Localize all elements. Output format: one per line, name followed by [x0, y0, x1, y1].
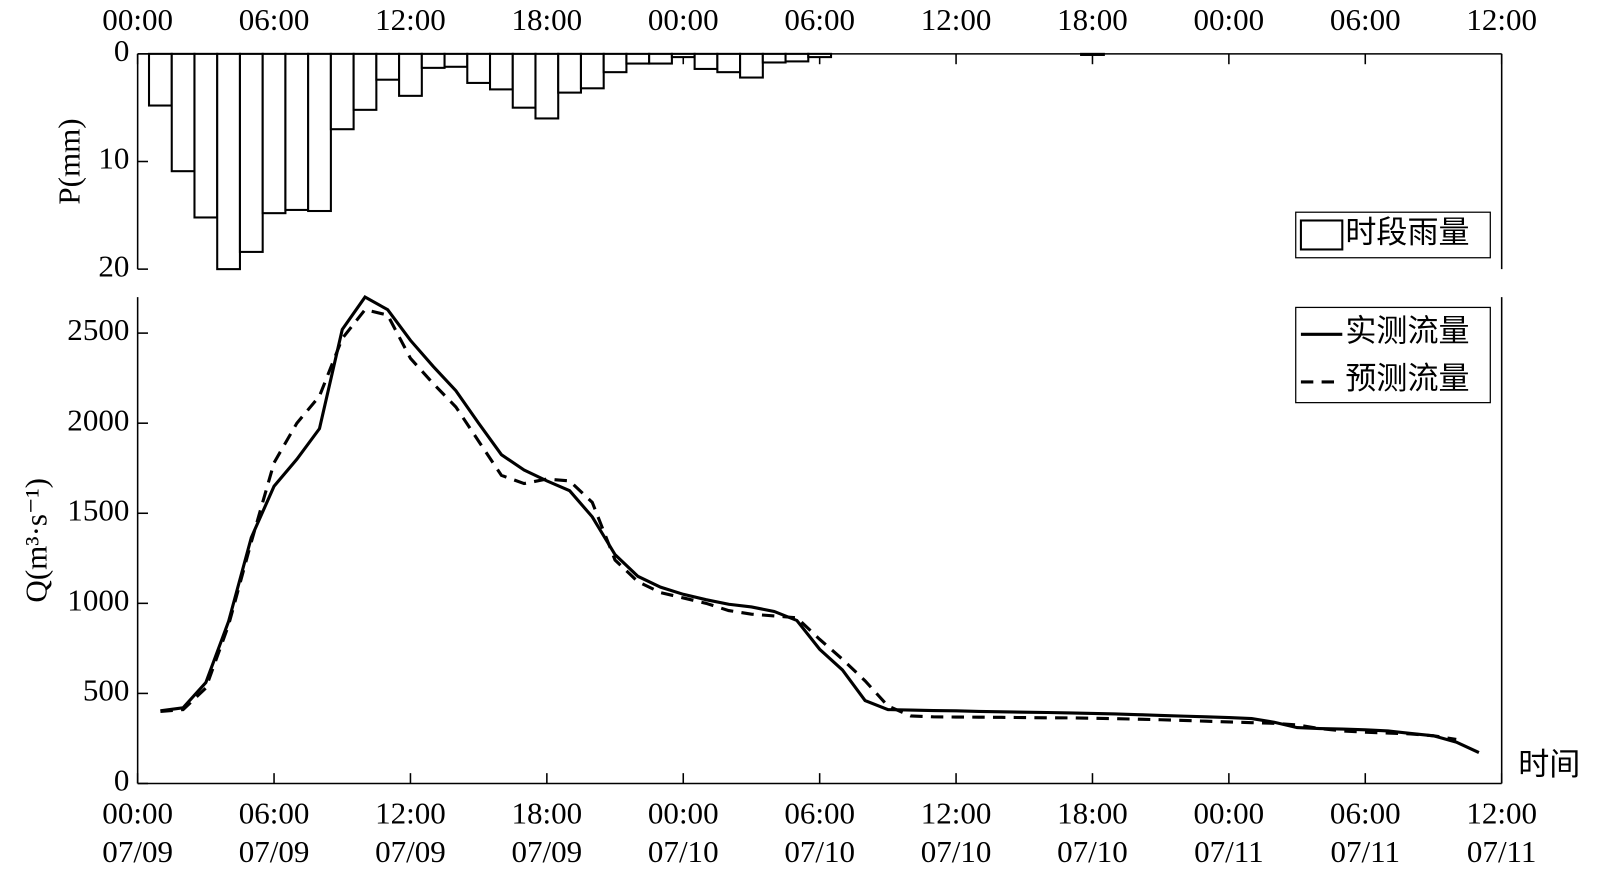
x-tick-date: 07/11 — [1467, 834, 1537, 869]
rain-bar — [716, 52, 742, 74]
x-tick-label: 12:00 — [1466, 796, 1537, 831]
x-tick-label: 12:00 — [921, 796, 992, 831]
rain-bar — [602, 52, 628, 74]
legend-label: 实测流量 — [1345, 313, 1469, 348]
p-axis-label: P(mm) — [52, 118, 87, 204]
rain-bar — [807, 52, 833, 59]
y-tick-label: 0 — [114, 33, 130, 68]
rain-bar — [443, 52, 469, 68]
rain-bar — [1080, 52, 1105, 56]
y-tick-label: 1500 — [67, 492, 129, 527]
rain-bar — [693, 52, 719, 70]
rain-bar — [375, 52, 401, 81]
flow-legend-box — [1295, 306, 1491, 404]
y-tick-label: 500 — [83, 673, 130, 708]
x-tick-label: 00:00 — [102, 2, 173, 37]
rain-bar — [648, 52, 673, 65]
x-tick-label: 06:00 — [784, 2, 855, 37]
flow-line — [160, 307, 1457, 741]
x-tick-date: 07/09 — [239, 834, 310, 869]
y-tick-label: 20 — [98, 248, 129, 283]
x-tick-label: 06:00 — [239, 796, 310, 831]
x-tick-label: 18:00 — [1057, 796, 1128, 831]
rain-bar — [261, 52, 287, 215]
x-tick-label: 06:00 — [1330, 796, 1401, 831]
x-tick-label: 12:00 — [375, 2, 446, 37]
legend-label: 预测流量 — [1345, 361, 1469, 396]
y-tick-label: 1000 — [67, 582, 129, 617]
rain-bar — [147, 52, 173, 107]
x-tick-label: 18:00 — [512, 796, 583, 831]
rain-bar — [216, 52, 241, 271]
rain-bar — [579, 52, 605, 90]
y-tick-label: 10 — [98, 141, 129, 176]
q-axis-label: Q(m³·s⁻¹) — [18, 478, 53, 603]
x-tick-date: 07/10 — [921, 834, 992, 869]
x-tick-label: 00:00 — [102, 796, 173, 831]
x-tick-label: 06:00 — [784, 796, 855, 831]
rain-bar — [352, 52, 378, 111]
x-tick-date: 07/09 — [512, 834, 583, 869]
x-tick-date: 07/11 — [1331, 834, 1401, 869]
rain-bar — [670, 52, 696, 59]
rain-bar — [307, 52, 332, 213]
x-tick-date: 07/10 — [1057, 834, 1128, 869]
x-tick-label: 18:00 — [1057, 2, 1128, 37]
rain-bar — [329, 52, 355, 131]
rain-bar — [488, 52, 514, 91]
rain-bar — [398, 52, 423, 97]
y-tick-label: 0 — [114, 763, 130, 798]
x-tick-label: 00:00 — [1194, 796, 1265, 831]
x-tick-label: 00:00 — [1194, 2, 1265, 37]
rain-bar — [284, 52, 310, 211]
y-tick-label: 2000 — [67, 402, 129, 437]
rain-bar — [739, 52, 764, 79]
x-tick-label: 12:00 — [1466, 2, 1537, 37]
rain-bar — [534, 52, 560, 120]
rain-bar — [557, 52, 582, 94]
rain-bar — [466, 52, 492, 84]
rain-bar — [238, 52, 264, 253]
x-tick-date: 07/10 — [648, 834, 719, 869]
x-tick-label: 12:00 — [921, 2, 992, 37]
x-tick-label: 06:00 — [239, 2, 310, 37]
x-axis-label: 时间 — [1518, 747, 1580, 782]
y-tick-label: 2500 — [67, 312, 129, 347]
rain-bar — [761, 52, 787, 64]
rain-bar — [193, 52, 219, 219]
rain-bar — [420, 52, 446, 69]
x-tick-label: 00:00 — [648, 2, 719, 37]
rain-legend-label: 时段雨量 — [1345, 215, 1469, 250]
flow-line — [160, 295, 1480, 754]
rain-bar — [170, 52, 196, 173]
x-tick-date: 07/09 — [102, 834, 173, 869]
x-tick-label: 00:00 — [648, 796, 719, 831]
rain-bar — [784, 52, 810, 63]
rain-bar — [511, 52, 537, 109]
rain-legend-swatch — [1299, 219, 1344, 251]
x-tick-label: 18:00 — [512, 2, 583, 37]
x-tick-date: 07/09 — [375, 834, 446, 869]
rain-bar — [625, 52, 651, 65]
x-tick-label: 12:00 — [375, 796, 446, 831]
x-tick-date: 07/11 — [1194, 834, 1264, 869]
x-tick-label: 06:00 — [1330, 2, 1401, 37]
x-tick-date: 07/10 — [784, 834, 855, 869]
